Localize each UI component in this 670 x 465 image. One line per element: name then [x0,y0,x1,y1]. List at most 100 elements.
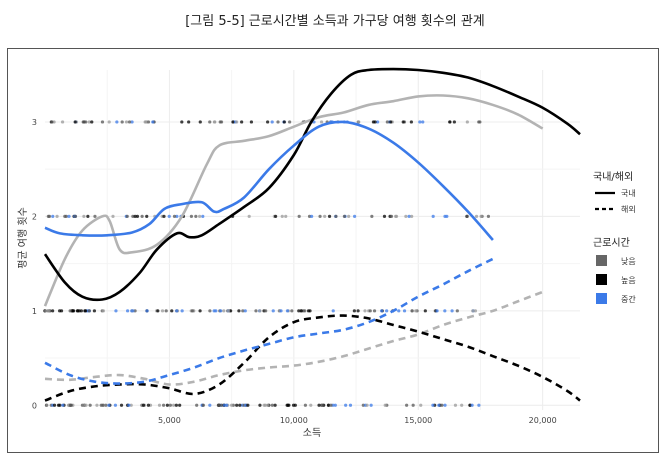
data-point [382,214,387,218]
data-point [61,403,65,407]
series-line-중간-해외 [44,257,494,385]
data-point [50,120,54,124]
data-point [229,403,234,407]
data-point [329,403,333,407]
data-point [468,403,472,407]
data-point [87,309,91,313]
legend-key-hours [596,255,607,266]
data-point [86,214,90,218]
data-point [111,214,115,218]
data-point [157,403,162,407]
data-point [308,309,312,313]
axis-ticks: 5,000 10,000 15,000 20,000 0 1 2 3 [32,118,557,425]
data-point [63,214,67,218]
data-point [266,120,270,124]
data-point [135,214,140,218]
data-point [274,214,278,218]
data-point [443,214,447,218]
data-point [333,403,337,407]
data-point [404,214,408,218]
series-line-낮음-국내 [43,94,544,307]
data-point [347,214,351,218]
data-point [363,309,367,313]
data-point [394,214,398,218]
data-point [414,309,418,313]
data-point [318,214,322,218]
data-point [297,214,301,218]
data-point [385,120,389,124]
data-point [172,214,177,218]
chart-frame [7,48,659,453]
data-point [217,403,221,407]
data-point [465,214,469,218]
data-point [198,214,202,218]
data-point [303,309,307,313]
data-point [437,403,441,407]
x-axis-label: 소득 [303,427,321,439]
data-point [73,120,77,124]
data-point [115,120,119,124]
data-point [477,403,481,407]
data-point [431,214,435,218]
data-point [246,403,250,407]
data-point [175,309,179,313]
data-point [235,403,239,407]
data-point [365,403,369,407]
data-point [119,403,124,407]
data-point [208,309,212,313]
data-point [402,309,407,313]
data-point [151,120,155,124]
data-point [180,309,184,313]
data-point [448,120,452,124]
data-point [486,214,491,218]
data-point [240,120,244,124]
x-tick-label: 5,000 [158,416,181,425]
data-point [288,120,292,124]
data-point [201,214,205,218]
data-point [405,403,409,407]
data-point [76,309,80,313]
data-point [389,214,394,218]
data-point [52,120,56,124]
data-point [51,309,55,313]
chart-title: [그림 5-5] 근로시간별 소득과 가구당 여행 횟수의 관계 [185,14,485,29]
data-points [43,120,491,407]
data-point [470,403,474,407]
data-point [208,120,212,124]
data-point [453,403,458,407]
data-point [270,403,274,407]
data-point [212,309,216,313]
data-point [72,309,76,313]
data-point [107,403,111,407]
data-point [389,120,393,124]
data-point [410,309,414,313]
y-tick-label: 3 [32,118,37,127]
data-point [145,309,149,313]
data-point [409,120,413,124]
data-point [92,309,97,313]
data-point [443,403,447,407]
data-point [310,214,314,218]
data-point [297,309,301,313]
data-point [368,309,372,313]
data-point [276,120,280,124]
data-point [113,403,118,407]
data-point [249,120,254,124]
data-point [140,214,144,218]
data-point [222,403,227,407]
data-point [397,309,401,313]
data-point [127,120,132,124]
data-point [55,214,59,218]
data-point [52,403,57,407]
data-point [352,309,356,313]
data-point [435,309,439,313]
data-point [385,309,389,313]
data-point [73,214,78,218]
data-point [83,309,87,313]
data-point [126,309,130,313]
data-point [156,309,160,313]
legend-title-hours: 근로시간 [593,237,630,249]
data-point [212,120,217,124]
data-point [175,214,179,218]
